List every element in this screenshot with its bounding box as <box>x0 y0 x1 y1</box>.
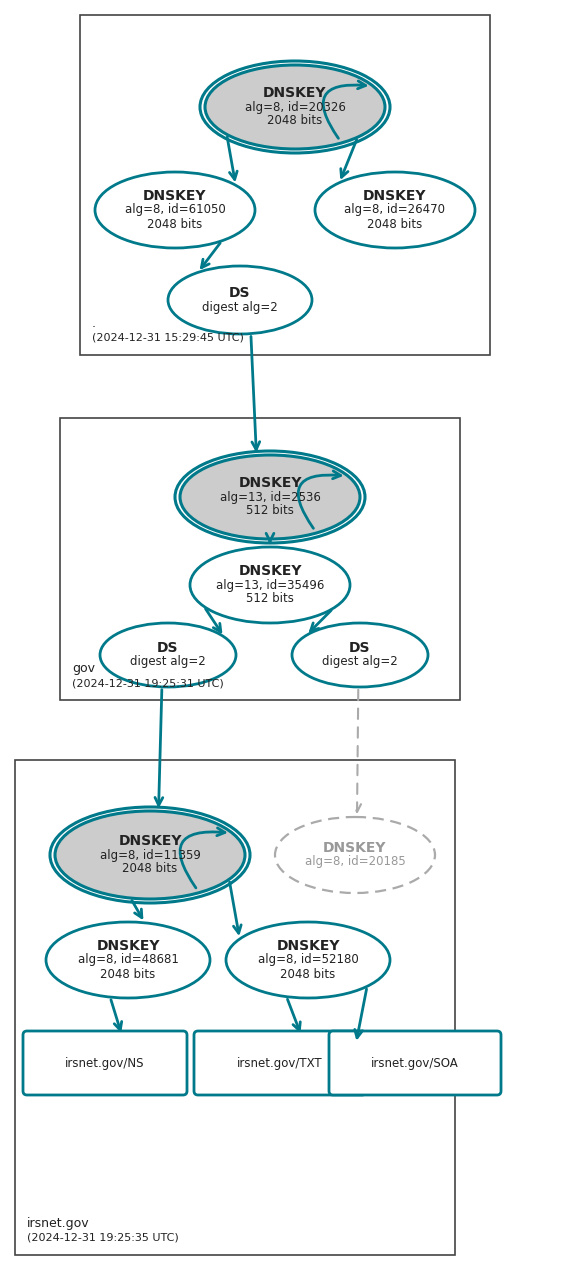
Ellipse shape <box>46 921 210 998</box>
Ellipse shape <box>180 455 360 539</box>
Bar <box>15 760 455 1255</box>
Text: irsnet.gov: irsnet.gov <box>27 1217 90 1229</box>
Text: DNSKEY: DNSKEY <box>143 189 207 203</box>
Text: 2048 bits: 2048 bits <box>148 217 203 230</box>
Text: 512 bits: 512 bits <box>246 505 294 518</box>
Text: DS: DS <box>229 286 251 300</box>
Ellipse shape <box>275 817 435 893</box>
Ellipse shape <box>95 173 255 248</box>
Text: alg=8, id=48681: alg=8, id=48681 <box>78 953 178 966</box>
Text: .: . <box>92 317 96 330</box>
FancyBboxPatch shape <box>329 1031 501 1095</box>
Text: irsnet.gov/TXT: irsnet.gov/TXT <box>237 1057 323 1070</box>
Text: 2048 bits: 2048 bits <box>100 967 155 980</box>
Text: DS: DS <box>157 642 178 656</box>
Text: 2048 bits: 2048 bits <box>267 115 323 128</box>
Text: DS: DS <box>349 642 371 656</box>
Text: (2024-12-31 19:25:35 UTC): (2024-12-31 19:25:35 UTC) <box>27 1233 178 1243</box>
Text: DNSKEY: DNSKEY <box>276 939 339 953</box>
Text: irsnet.gov/NS: irsnet.gov/NS <box>65 1057 145 1070</box>
Text: 2048 bits: 2048 bits <box>280 967 336 980</box>
Text: irsnet.gov/SOA: irsnet.gov/SOA <box>371 1057 459 1070</box>
Text: digest alg=2: digest alg=2 <box>130 656 206 668</box>
Text: DNSKEY: DNSKEY <box>363 189 427 203</box>
Text: digest alg=2: digest alg=2 <box>202 300 278 313</box>
Text: alg=13, id=35496: alg=13, id=35496 <box>216 579 324 592</box>
Text: DNSKEY: DNSKEY <box>96 939 160 953</box>
Ellipse shape <box>168 266 312 334</box>
Ellipse shape <box>205 65 385 150</box>
Text: 512 bits: 512 bits <box>246 593 294 606</box>
Bar <box>60 418 460 700</box>
Text: digest alg=2: digest alg=2 <box>322 656 398 668</box>
Ellipse shape <box>100 622 236 688</box>
Text: 2048 bits: 2048 bits <box>368 217 423 230</box>
Text: DNSKEY: DNSKEY <box>238 564 302 578</box>
Ellipse shape <box>226 921 390 998</box>
Text: alg=8, id=20185: alg=8, id=20185 <box>305 855 405 869</box>
Text: (2024-12-31 19:25:31 UTC): (2024-12-31 19:25:31 UTC) <box>72 679 224 688</box>
Text: alg=8, id=61050: alg=8, id=61050 <box>124 203 225 216</box>
Text: alg=8, id=52180: alg=8, id=52180 <box>258 953 359 966</box>
Text: gov: gov <box>72 662 95 675</box>
Text: alg=8, id=20326: alg=8, id=20326 <box>244 101 346 114</box>
Text: DNSKEY: DNSKEY <box>263 86 327 100</box>
Text: DNSKEY: DNSKEY <box>323 841 387 855</box>
Text: alg=8, id=11359: alg=8, id=11359 <box>100 849 200 861</box>
Ellipse shape <box>315 173 475 248</box>
Text: alg=8, id=26470: alg=8, id=26470 <box>345 203 445 216</box>
Text: DNSKEY: DNSKEY <box>238 475 302 489</box>
Text: (2024-12-31 15:29:45 UTC): (2024-12-31 15:29:45 UTC) <box>92 334 244 343</box>
Ellipse shape <box>55 812 245 898</box>
Text: DNSKEY: DNSKEY <box>118 835 182 849</box>
FancyBboxPatch shape <box>194 1031 366 1095</box>
Ellipse shape <box>190 547 350 622</box>
FancyBboxPatch shape <box>23 1031 187 1095</box>
Bar <box>80 15 490 355</box>
Text: alg=13, id=2536: alg=13, id=2536 <box>220 491 320 504</box>
Ellipse shape <box>292 622 428 688</box>
Text: 2048 bits: 2048 bits <box>122 863 177 875</box>
